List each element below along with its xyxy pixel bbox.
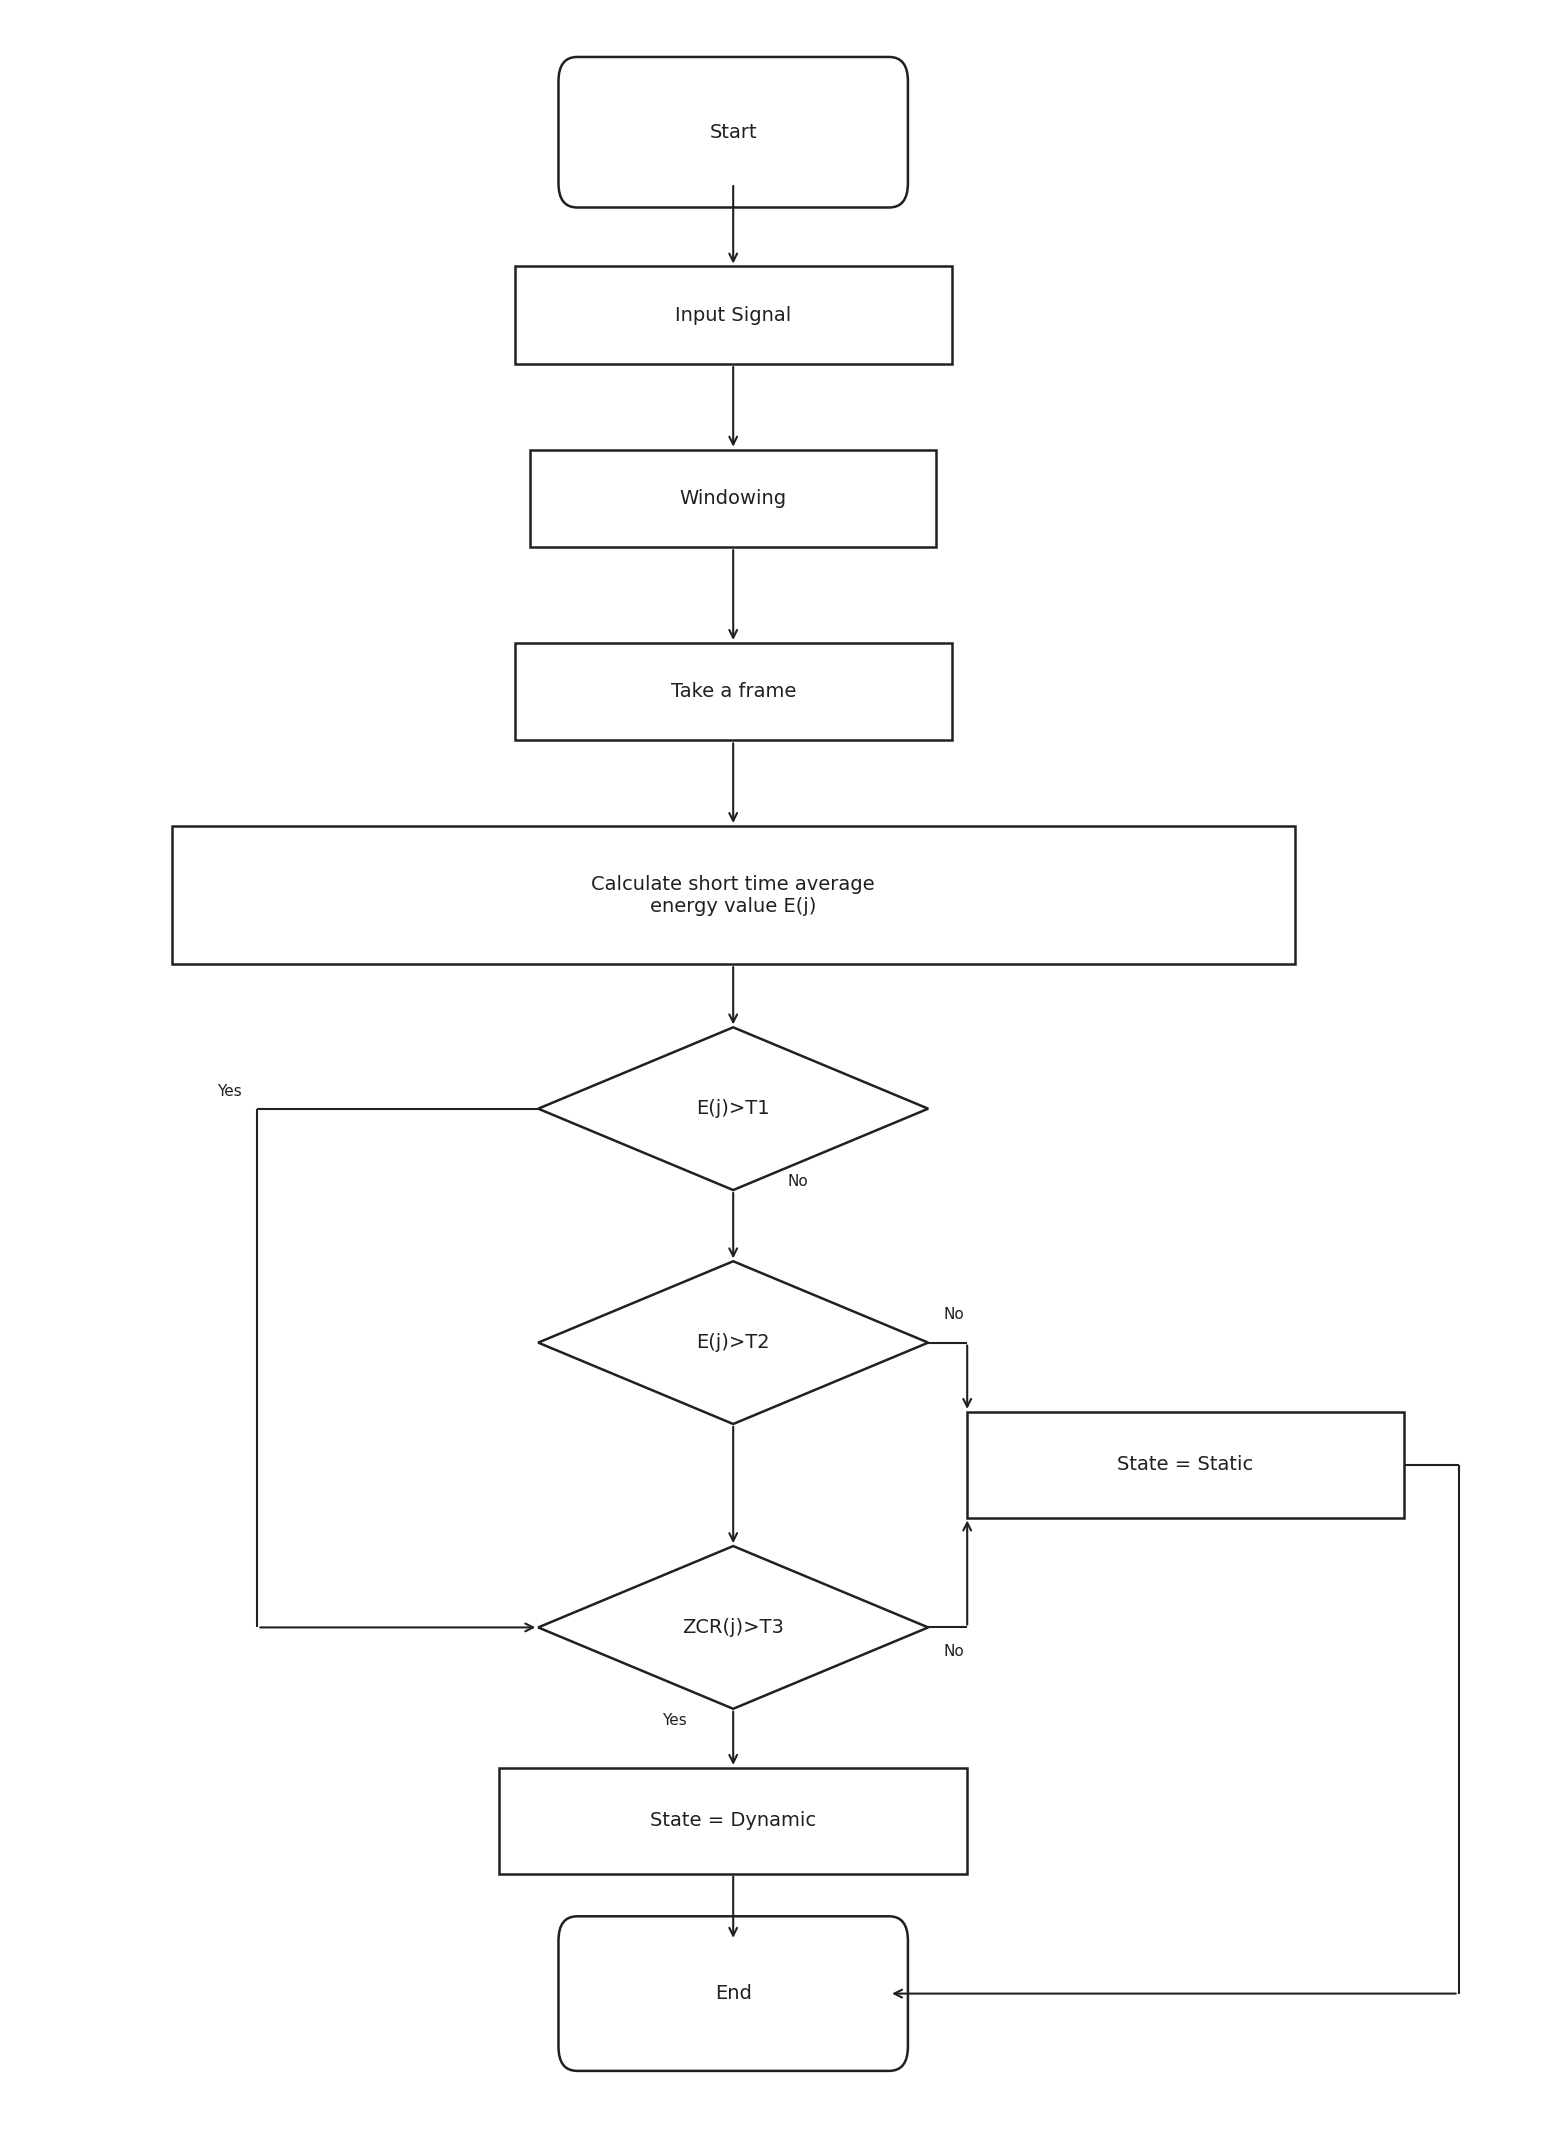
Text: No: No xyxy=(944,1645,964,1660)
Bar xyxy=(967,1412,1404,1517)
FancyBboxPatch shape xyxy=(558,58,908,207)
FancyBboxPatch shape xyxy=(558,1916,908,2072)
Text: Take a frame: Take a frame xyxy=(671,681,796,701)
Bar xyxy=(530,449,936,547)
Polygon shape xyxy=(538,1546,928,1709)
Text: Windowing: Windowing xyxy=(680,489,786,508)
Text: ZCR(j)>T3: ZCR(j)>T3 xyxy=(682,1617,785,1636)
Text: State = Dynamic: State = Dynamic xyxy=(651,1811,816,1831)
Text: No: No xyxy=(944,1307,964,1322)
Bar xyxy=(499,1769,967,1873)
Polygon shape xyxy=(538,1260,928,1425)
Text: No: No xyxy=(788,1175,808,1190)
Text: Start: Start xyxy=(710,122,757,141)
Text: Yes: Yes xyxy=(661,1713,686,1728)
Bar xyxy=(515,267,952,363)
Text: Input Signal: Input Signal xyxy=(675,305,791,325)
Bar xyxy=(515,643,952,741)
Text: E(j)>T2: E(j)>T2 xyxy=(696,1333,771,1352)
Text: Calculate short time average
energy value E(j): Calculate short time average energy valu… xyxy=(591,874,875,916)
Text: Yes: Yes xyxy=(217,1083,242,1098)
Text: E(j)>T1: E(j)>T1 xyxy=(696,1100,771,1117)
Text: State = Static: State = Static xyxy=(1117,1455,1254,1474)
Text: End: End xyxy=(714,1984,752,2004)
Bar xyxy=(172,827,1295,963)
Polygon shape xyxy=(538,1027,928,1190)
